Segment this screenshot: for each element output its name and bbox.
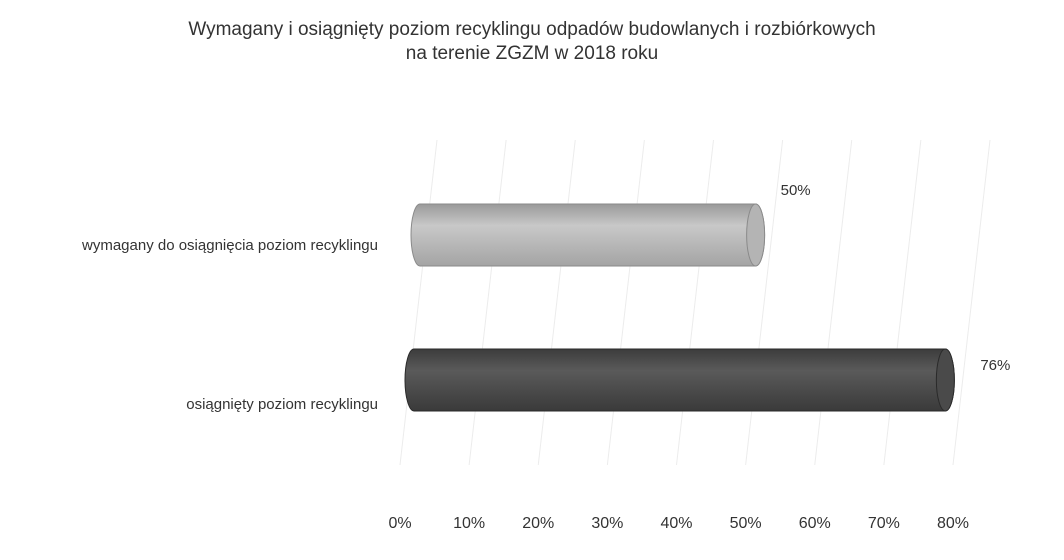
gridline bbox=[883, 139, 922, 466]
gridline bbox=[676, 139, 714, 466]
chart-title-line-2: na terenie ZGZM w 2018 roku bbox=[405, 43, 659, 64]
bar-0 bbox=[410, 203, 766, 267]
labels: 0% 10% 20% 30% 40% 50% 60% 70% 80% wymagany do os… bbox=[81, 182, 1010, 532]
category-label: osiągnięty poziom recyklingu bbox=[186, 396, 378, 413]
bars bbox=[404, 203, 955, 412]
gridline bbox=[399, 139, 438, 466]
bar-1 bbox=[404, 348, 955, 412]
gridline bbox=[537, 139, 576, 466]
chart-title-line-1: Wymagany i osiągnięty poziom recyklingu … bbox=[188, 19, 876, 40]
x-tick-label: 30% bbox=[591, 515, 623, 532]
bar-cap-1 bbox=[935, 348, 955, 412]
chart-title: Wymagany i osiągnięty poziom recyklingu … bbox=[0, 18, 1064, 66]
gridline bbox=[606, 139, 645, 466]
data-label: 76% bbox=[980, 357, 1010, 374]
x-tick-label: 80% bbox=[937, 515, 969, 532]
category-label: wymagany do osiągnięcia poziom recykling… bbox=[81, 237, 378, 254]
gridline bbox=[952, 139, 991, 466]
x-tick-label: 0% bbox=[388, 515, 411, 532]
gridline bbox=[814, 139, 853, 466]
data-label: 50% bbox=[781, 182, 811, 199]
gridlines bbox=[399, 139, 991, 466]
x-tick-label: 10% bbox=[453, 515, 485, 532]
x-tick-label: 50% bbox=[730, 515, 762, 532]
gridline bbox=[468, 139, 507, 466]
bar-cap-0 bbox=[746, 203, 766, 267]
x-tick-label: 40% bbox=[660, 515, 692, 532]
x-tick-label: 70% bbox=[868, 515, 900, 532]
gridline bbox=[745, 139, 784, 466]
x-tick-label: 60% bbox=[799, 515, 831, 532]
x-tick-label: 20% bbox=[522, 515, 554, 532]
